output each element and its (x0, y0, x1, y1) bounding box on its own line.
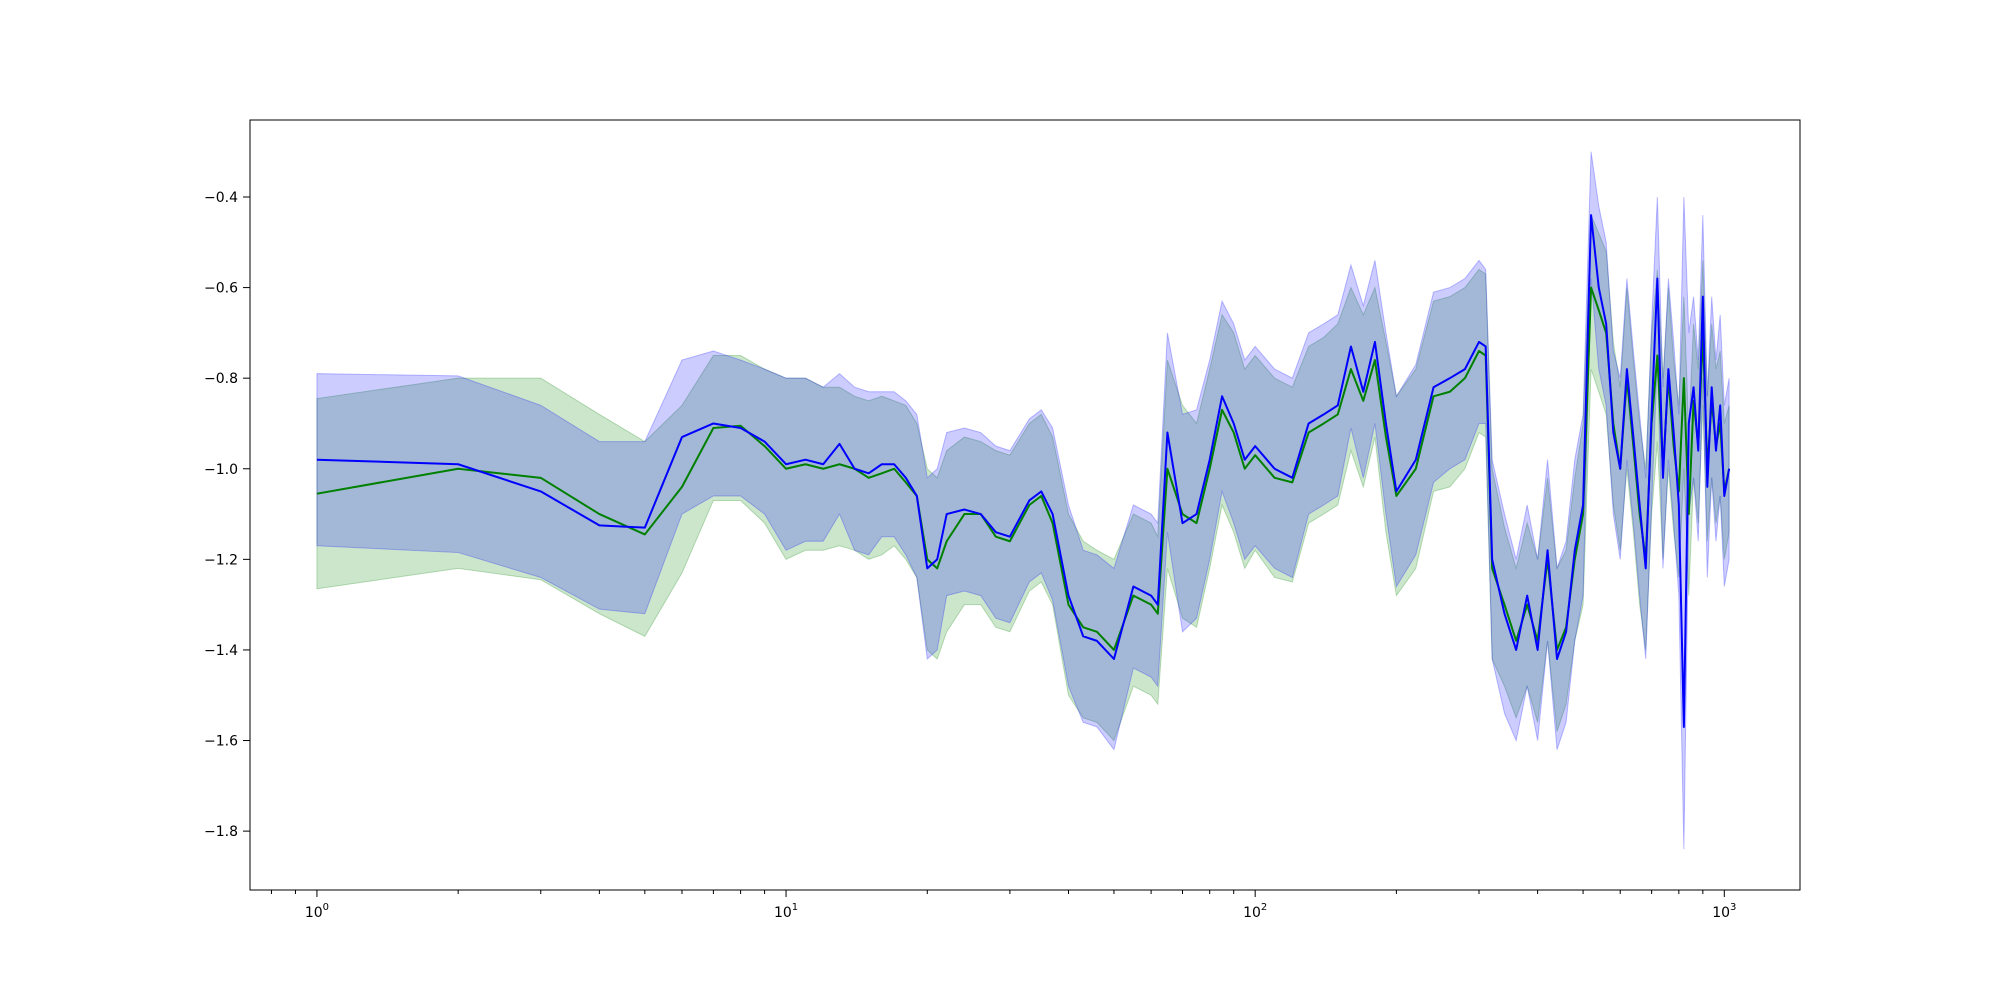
x-tick-label: 100 (305, 902, 329, 921)
x-tick-exponent: 3 (1730, 902, 1736, 913)
y-tick-label: −0.4 (204, 190, 238, 206)
blue-series-line (316, 214, 1731, 728)
x-tick-base: 10 (1712, 905, 1730, 921)
y-tick-label: −1.0 (204, 462, 238, 478)
y-tick-label: −1.6 (204, 734, 238, 750)
x-tick-label: 101 (774, 902, 798, 921)
x-tick-exponent: 0 (323, 902, 329, 913)
y-axis: −0.4 −0.6 −0.8 −1.0 −1.2 −1.4 −1.6 −1.8 (204, 190, 250, 840)
y-tick-label: −1.8 (204, 824, 238, 840)
y-tick-label: −1.2 (204, 552, 238, 568)
blue-confidence-band (316, 151, 1730, 850)
x-tick-label: 102 (1243, 902, 1267, 921)
x-tick-exponent: 1 (792, 902, 798, 913)
x-tick-label: 103 (1712, 902, 1736, 921)
x-tick-base: 10 (774, 905, 792, 921)
y-tick-label: −0.8 (204, 371, 238, 387)
plot-frame (249, 119, 1801, 891)
y-tick-label: −0.6 (204, 281, 238, 297)
x-tick-base: 10 (305, 905, 323, 921)
series-lines (316, 214, 1731, 728)
x-tick-exponent: 2 (1261, 902, 1267, 913)
x-axis: 100 101 102 103 (270, 890, 1736, 921)
y-tick-label: −1.4 (204, 643, 238, 659)
x-tick-base: 10 (1243, 905, 1261, 921)
